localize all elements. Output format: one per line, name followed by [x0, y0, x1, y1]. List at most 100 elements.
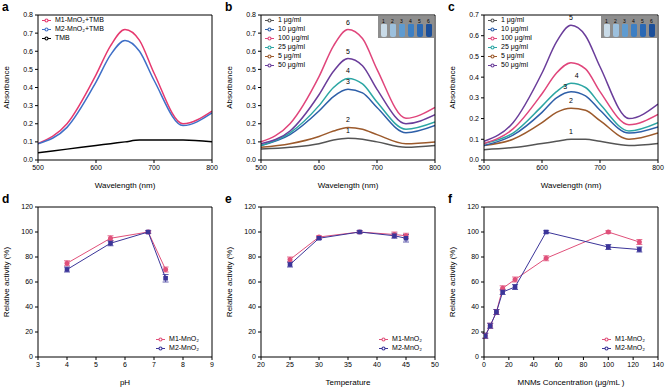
svg-text:6: 6	[123, 361, 127, 368]
svg-text:pH: pH	[120, 378, 130, 387]
svg-text:Wavelength (nm): Wavelength (nm)	[95, 181, 156, 190]
svg-text:60: 60	[25, 278, 33, 285]
svg-text:40: 40	[248, 303, 256, 310]
svg-text:0.0: 0.0	[246, 156, 256, 163]
svg-text:Relative activity (%): Relative activity (%)	[448, 247, 457, 318]
svg-text:3: 3	[346, 78, 350, 85]
svg-text:800: 800	[206, 164, 218, 171]
svg-text:80: 80	[580, 361, 588, 368]
svg-text:0.2: 0.2	[246, 120, 256, 127]
svg-text:20: 20	[505, 361, 513, 368]
svg-text:100: 100	[21, 228, 33, 235]
svg-text:0.7: 0.7	[23, 30, 33, 37]
svg-text:9: 9	[210, 361, 214, 368]
svg-text:0: 0	[29, 353, 33, 360]
svg-text:6: 6	[346, 19, 350, 26]
svg-text:0.0: 0.0	[469, 156, 479, 163]
svg-text:0.6: 0.6	[23, 48, 33, 55]
svg-text:20: 20	[471, 328, 479, 335]
svg-text:120: 120	[244, 203, 256, 210]
svg-text:0.1: 0.1	[246, 138, 256, 145]
svg-text:60: 60	[471, 278, 479, 285]
svg-text:0.4: 0.4	[469, 74, 479, 81]
svg-text:0.1: 0.1	[23, 138, 33, 145]
svg-text:3: 3	[36, 361, 40, 368]
svg-text:700: 700	[371, 164, 383, 171]
svg-text:5: 5	[346, 48, 350, 55]
svg-text:100: 100	[602, 361, 614, 368]
svg-text:0.2: 0.2	[469, 115, 479, 122]
svg-text:Wavelength (nm): Wavelength (nm)	[541, 181, 602, 190]
svg-text:0: 0	[482, 361, 486, 368]
svg-text:30: 30	[315, 361, 323, 368]
svg-text:700: 700	[594, 164, 606, 171]
svg-text:0.6: 0.6	[469, 32, 479, 39]
svg-text:2: 2	[346, 116, 350, 123]
svg-text:Absorbance: Absorbance	[448, 66, 457, 109]
svg-text:80: 80	[471, 253, 479, 260]
svg-text:0.5: 0.5	[469, 53, 479, 60]
svg-text:3: 3	[563, 83, 567, 90]
svg-text:MNMs Concentration (μg/mL ): MNMs Concentration (μg/mL )	[517, 378, 624, 387]
svg-text:Wavelength (nm): Wavelength (nm)	[318, 181, 379, 190]
svg-text:Absorbance: Absorbance	[225, 66, 234, 109]
svg-text:4: 4	[575, 72, 579, 79]
svg-text:0.7: 0.7	[469, 11, 479, 18]
svg-text:120: 120	[627, 361, 639, 368]
svg-text:5: 5	[569, 14, 573, 21]
svg-text:0.5: 0.5	[23, 66, 33, 73]
svg-text:40: 40	[373, 361, 381, 368]
svg-text:0.3: 0.3	[23, 102, 33, 109]
svg-text:20: 20	[248, 328, 256, 335]
svg-text:0.2: 0.2	[23, 120, 33, 127]
svg-text:800: 800	[429, 164, 441, 171]
svg-text:4: 4	[65, 361, 69, 368]
svg-text:80: 80	[25, 253, 33, 260]
svg-text:600: 600	[90, 164, 102, 171]
svg-text:500: 500	[32, 164, 44, 171]
svg-text:700: 700	[148, 164, 160, 171]
svg-text:1: 1	[346, 127, 350, 134]
svg-text:0.8: 0.8	[23, 11, 33, 18]
svg-text:40: 40	[471, 303, 479, 310]
svg-text:0.1: 0.1	[469, 136, 479, 143]
svg-text:120: 120	[21, 203, 33, 210]
svg-text:0.3: 0.3	[246, 102, 256, 109]
svg-text:60: 60	[248, 278, 256, 285]
svg-text:50: 50	[431, 361, 439, 368]
svg-text:Temperature: Temperature	[326, 378, 371, 387]
svg-text:35: 35	[344, 361, 352, 368]
svg-text:Relative activity (%): Relative activity (%)	[2, 247, 11, 318]
svg-text:600: 600	[313, 164, 325, 171]
svg-text:0.0: 0.0	[23, 156, 33, 163]
svg-text:0.7: 0.7	[246, 30, 256, 37]
svg-text:20: 20	[257, 361, 265, 368]
svg-text:7: 7	[152, 361, 156, 368]
svg-text:5: 5	[94, 361, 98, 368]
svg-text:1: 1	[569, 128, 573, 135]
svg-text:500: 500	[255, 164, 267, 171]
svg-text:Relative activity (%): Relative activity (%)	[225, 247, 234, 318]
svg-text:40: 40	[530, 361, 538, 368]
svg-text:4: 4	[346, 67, 350, 74]
svg-text:20: 20	[25, 328, 33, 335]
svg-text:0: 0	[252, 353, 256, 360]
svg-text:0.4: 0.4	[23, 84, 33, 91]
svg-text:100: 100	[467, 228, 479, 235]
svg-text:40: 40	[25, 303, 33, 310]
svg-text:60: 60	[555, 361, 563, 368]
svg-text:0.4: 0.4	[246, 84, 256, 91]
svg-text:140: 140	[652, 361, 664, 368]
svg-text:8: 8	[181, 361, 185, 368]
svg-text:120: 120	[467, 203, 479, 210]
svg-text:25: 25	[286, 361, 294, 368]
svg-text:800: 800	[652, 164, 664, 171]
svg-text:600: 600	[536, 164, 548, 171]
svg-text:Absorbance: Absorbance	[2, 66, 11, 109]
svg-text:0.5: 0.5	[246, 66, 256, 73]
svg-text:45: 45	[402, 361, 410, 368]
svg-text:500: 500	[478, 164, 490, 171]
svg-text:80: 80	[248, 253, 256, 260]
svg-text:0: 0	[475, 353, 479, 360]
svg-text:100: 100	[244, 228, 256, 235]
